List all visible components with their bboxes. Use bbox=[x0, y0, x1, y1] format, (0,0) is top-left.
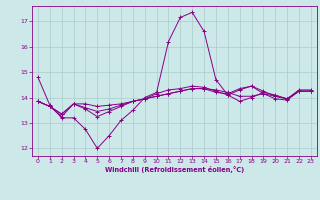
X-axis label: Windchill (Refroidissement éolien,°C): Windchill (Refroidissement éolien,°C) bbox=[105, 166, 244, 173]
